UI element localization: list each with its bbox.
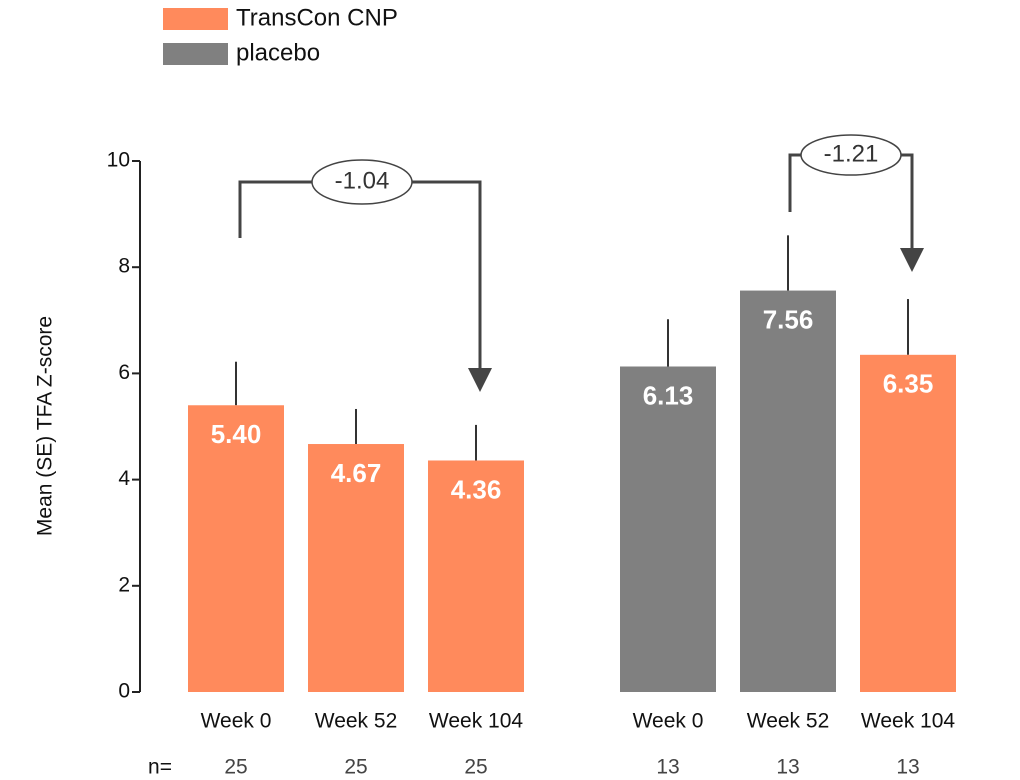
x-tick-label: Week 0 (633, 710, 704, 733)
bar (620, 366, 716, 692)
n-label: n= (148, 756, 172, 779)
value-label: 5.40 (211, 419, 262, 449)
y-tick-label: 8 (118, 255, 130, 278)
value-label: 4.36 (451, 474, 502, 504)
annotation: -1.04 (335, 167, 390, 194)
annotation: -1.21 (824, 140, 879, 167)
legend-label: TransCon CNP (236, 4, 398, 31)
bar (860, 354, 956, 692)
bar (740, 290, 836, 692)
n-value: 13 (776, 756, 799, 779)
x-tick-label: Week 52 (747, 710, 830, 733)
n-value: 25 (344, 756, 367, 779)
y-axis-label: Mean (SE) TFA Z-score (34, 316, 57, 536)
n-value: 25 (224, 756, 247, 779)
legend-label: placebo (236, 39, 320, 66)
y-tick-label: 6 (118, 361, 130, 384)
legend-swatch (163, 8, 228, 30)
legend-swatch (163, 43, 228, 65)
y-tick-label: 0 (118, 680, 130, 703)
y-tick-label: 4 (118, 467, 130, 490)
x-tick-label: Week 0 (201, 710, 272, 733)
n-value: 13 (896, 756, 919, 779)
bar (188, 405, 284, 692)
annotation-bubble (800, 134, 902, 176)
bar (428, 460, 524, 692)
bracket (238, 180, 492, 392)
value-label: 4.67 (331, 458, 382, 488)
bar (308, 444, 404, 692)
x-tick-label: Week 104 (429, 710, 523, 733)
value-label: 7.56 (763, 304, 814, 334)
x-tick-label: Week 52 (315, 710, 398, 733)
y-tick-label: 10 (107, 149, 130, 172)
x-tick-label: Week 104 (861, 710, 955, 733)
y-tick-label: 2 (118, 573, 130, 596)
annotation-bubble (311, 159, 413, 205)
n-value: 25 (464, 756, 487, 779)
n-value: 13 (656, 756, 679, 779)
value-label: 6.13 (643, 380, 694, 410)
value-label: 6.35 (883, 369, 934, 399)
